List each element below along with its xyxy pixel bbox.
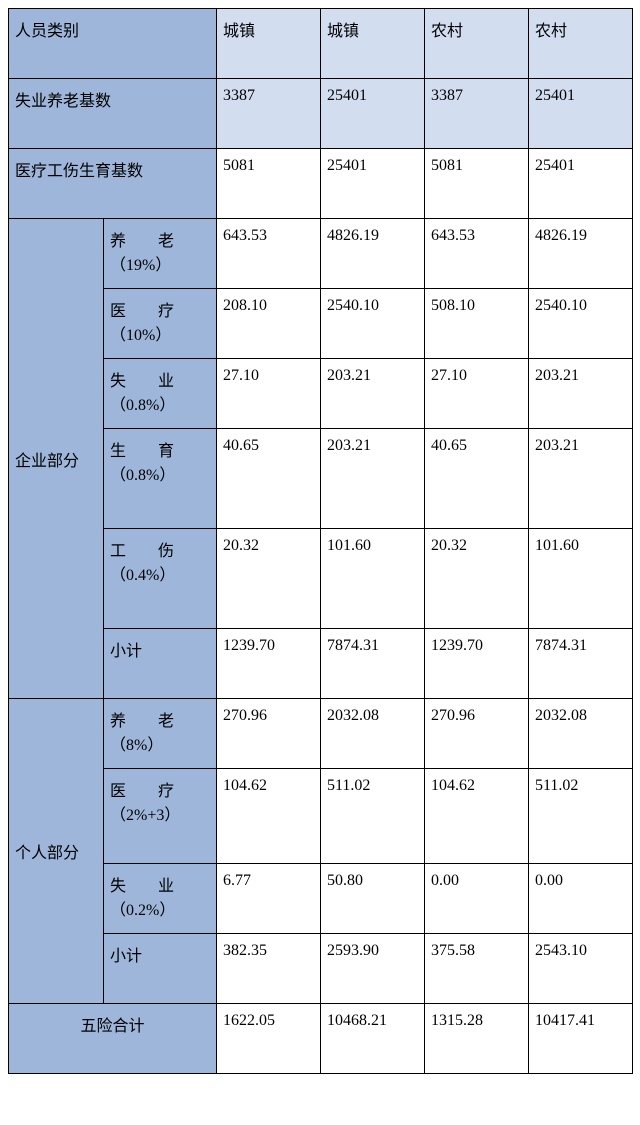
section-enterprise: 企业部分 xyxy=(9,219,104,699)
row-label-grand-total: 五险合计 xyxy=(9,1004,217,1074)
row-label-subtotal: 小计 xyxy=(104,934,217,1004)
cell-value: 203.21 xyxy=(529,359,633,429)
row-label-injury-04: 工 伤（0.4%） xyxy=(104,529,217,629)
cell-value: 382.35 xyxy=(217,934,321,1004)
cell-value: 208.10 xyxy=(217,289,321,359)
section-personal: 个人部分 xyxy=(9,699,104,1004)
row-label-medical-2-3: 医 疗（2%+3） xyxy=(104,769,217,864)
cell-value: 511.02 xyxy=(529,769,633,864)
cell-value: 40.65 xyxy=(217,429,321,529)
cell-value: 3387 xyxy=(425,79,529,149)
cell-value: 203.21 xyxy=(321,359,425,429)
cell-value: 5081 xyxy=(217,149,321,219)
cell-value: 270.96 xyxy=(217,699,321,769)
cell-value: 2543.10 xyxy=(529,934,633,1004)
cell-value: 25401 xyxy=(529,149,633,219)
cell-value: 40.65 xyxy=(425,429,529,529)
row-label-pension-8: 养 老（8%） xyxy=(104,699,217,769)
cell-value: 2032.08 xyxy=(321,699,425,769)
cell-value: 3387 xyxy=(217,79,321,149)
cell-value: 7874.31 xyxy=(321,629,425,699)
insurance-table: 人员类别 城镇 城镇 农村 农村 失业养老基数 3387 25401 3387 … xyxy=(8,8,633,1074)
cell-value: 1239.70 xyxy=(217,629,321,699)
cell-value: 508.10 xyxy=(425,289,529,359)
cell-value: 2593.90 xyxy=(321,934,425,1004)
cell-value: 101.60 xyxy=(529,529,633,629)
cell-value: 2540.10 xyxy=(321,289,425,359)
cell-value: 375.58 xyxy=(425,934,529,1004)
header-col: 城镇 xyxy=(321,9,425,79)
cell-value: 1239.70 xyxy=(425,629,529,699)
table-row: 人员类别 城镇 城镇 农村 农村 xyxy=(9,9,633,79)
cell-value: 20.32 xyxy=(217,529,321,629)
cell-value: 4826.19 xyxy=(529,219,633,289)
row-label-medical-10: 医 疗（10%） xyxy=(104,289,217,359)
table-row: 企业部分 养 老（19%） 643.53 4826.19 643.53 4826… xyxy=(9,219,633,289)
cell-value: 10417.41 xyxy=(529,1004,633,1074)
cell-value: 643.53 xyxy=(217,219,321,289)
row-label-subtotal: 小计 xyxy=(104,629,217,699)
cell-value: 7874.31 xyxy=(529,629,633,699)
cell-value: 50.80 xyxy=(321,864,425,934)
row-label-pension-19: 养 老（19%） xyxy=(104,219,217,289)
table-row: 失业养老基数 3387 25401 3387 25401 xyxy=(9,79,633,149)
cell-value: 104.62 xyxy=(425,769,529,864)
cell-value: 25401 xyxy=(529,79,633,149)
header-person-category: 人员类别 xyxy=(9,9,217,79)
cell-value: 101.60 xyxy=(321,529,425,629)
table-row: 五险合计 1622.05 10468.21 1315.28 10417.41 xyxy=(9,1004,633,1074)
cell-value: 4826.19 xyxy=(321,219,425,289)
row-label-unemployment-02: 失 业（0.2%） xyxy=(104,864,217,934)
table-row: 医疗工伤生育基数 5081 25401 5081 25401 xyxy=(9,149,633,219)
cell-value: 2032.08 xyxy=(529,699,633,769)
cell-value: 203.21 xyxy=(529,429,633,529)
cell-value: 25401 xyxy=(321,79,425,149)
cell-value: 10468.21 xyxy=(321,1004,425,1074)
row-label-medical-injury-maternity-base: 医疗工伤生育基数 xyxy=(9,149,217,219)
cell-value: 270.96 xyxy=(425,699,529,769)
cell-value: 1315.28 xyxy=(425,1004,529,1074)
cell-value: 25401 xyxy=(321,149,425,219)
cell-value: 203.21 xyxy=(321,429,425,529)
header-col: 农村 xyxy=(425,9,529,79)
cell-value: 20.32 xyxy=(425,529,529,629)
cell-value: 5081 xyxy=(425,149,529,219)
header-col: 城镇 xyxy=(217,9,321,79)
cell-value: 6.77 xyxy=(217,864,321,934)
cell-value: 0.00 xyxy=(425,864,529,934)
cell-value: 27.10 xyxy=(217,359,321,429)
cell-value: 27.10 xyxy=(425,359,529,429)
cell-value: 104.62 xyxy=(217,769,321,864)
cell-value: 643.53 xyxy=(425,219,529,289)
cell-value: 2540.10 xyxy=(529,289,633,359)
row-label-unemployment-08: 失 业（0.8%） xyxy=(104,359,217,429)
row-label-unemployment-pension-base: 失业养老基数 xyxy=(9,79,217,149)
cell-value: 1622.05 xyxy=(217,1004,321,1074)
table-row: 个人部分 养 老（8%） 270.96 2032.08 270.96 2032.… xyxy=(9,699,633,769)
header-col: 农村 xyxy=(529,9,633,79)
cell-value: 0.00 xyxy=(529,864,633,934)
row-label-maternity-08: 生 育（0.8%） xyxy=(104,429,217,529)
cell-value: 511.02 xyxy=(321,769,425,864)
